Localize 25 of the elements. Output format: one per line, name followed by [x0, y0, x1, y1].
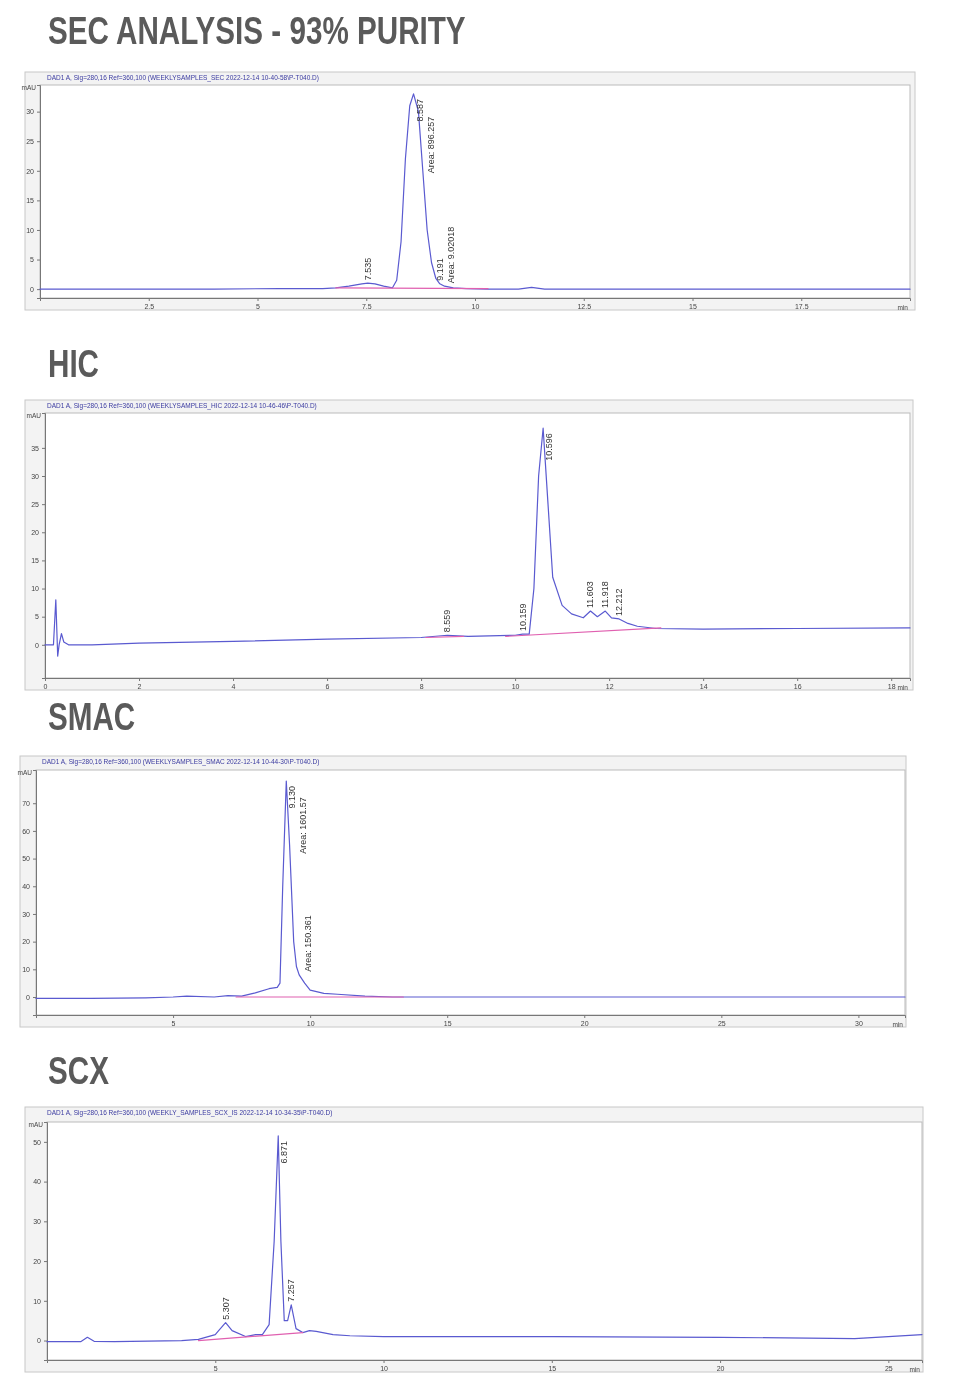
annotation: 9.130: [287, 786, 298, 809]
line-series: [35, 780, 906, 999]
chart-title: SCX: [48, 1049, 110, 1092]
annotation: 5.307: [220, 1297, 231, 1320]
annotation: 8.559: [442, 609, 453, 633]
annotation: 7.257: [286, 1279, 297, 1302]
annotation: 7.535: [362, 257, 373, 281]
annotation: 8.587: [414, 98, 425, 122]
line-series: [44, 427, 911, 657]
chart-title: SEC ANALYSIS - 93% PURITY: [48, 9, 466, 52]
annotation: 12.212: [614, 588, 625, 616]
line-series: [46, 1135, 923, 1343]
annotation: 10.596: [544, 433, 555, 461]
annotation: 11.918: [600, 581, 611, 609]
annotation: 6.871: [279, 1140, 290, 1164]
annotation: 11.603: [585, 581, 596, 609]
annotation: Area: 1601.57: [298, 797, 309, 854]
annotation: 9.191: [434, 258, 445, 281]
annotation: Area: 9.02018: [445, 226, 456, 284]
annotation: Area: 150.361: [303, 915, 314, 972]
annotation: 10.159: [517, 603, 528, 632]
chart-title: HIC: [48, 342, 100, 385]
chart-title: SMAC: [48, 695, 136, 738]
annotation: Area: 896.257: [425, 116, 436, 174]
line-series: [39, 93, 911, 290]
